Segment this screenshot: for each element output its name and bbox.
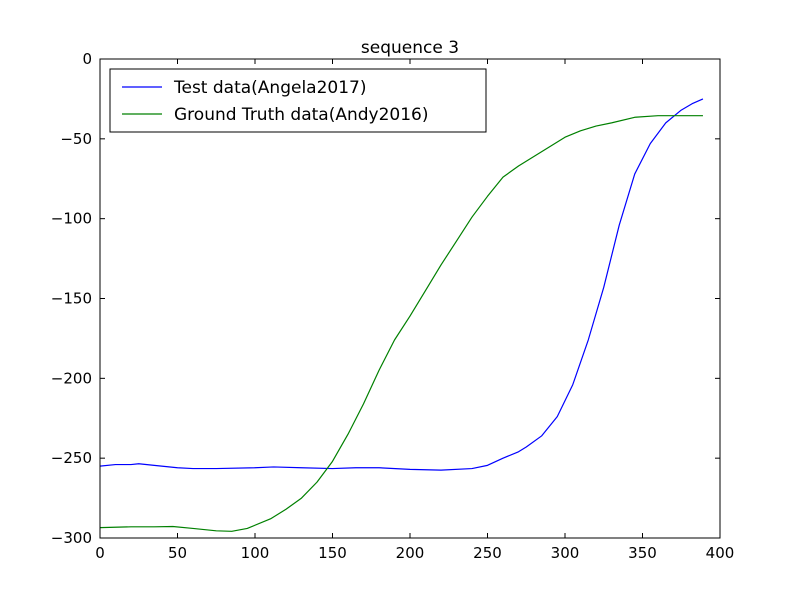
y-tick-label: −100	[51, 210, 92, 228]
y-tick-label: −300	[51, 529, 92, 547]
y-tick-label: 0	[82, 50, 92, 68]
x-tick-label: 300	[551, 544, 580, 562]
legend: Test data(Angela2017) Ground Truth data(A…	[109, 68, 487, 133]
chart-title: sequence 3	[361, 38, 459, 58]
y-tick-label: −200	[51, 369, 92, 387]
x-tick-label: 200	[396, 544, 425, 562]
legend-box	[109, 68, 487, 133]
x-tick-label: 50	[168, 544, 187, 562]
x-tick-label: 250	[473, 544, 502, 562]
plot-area	[100, 98, 704, 532]
x-tick-label: 400	[706, 544, 735, 562]
legend-label-1: Ground Truth data(Andy2016)	[174, 105, 429, 125]
x-tick-label: 150	[318, 544, 347, 562]
y-tick-label: −250	[51, 449, 92, 467]
y-tick-label: −50	[60, 130, 92, 148]
legend-label-0: Test data(Angela2017)	[173, 78, 367, 98]
y-tick-label: −150	[51, 290, 92, 308]
x-tick-label: 350	[628, 544, 657, 562]
axes: 0 50 100 150 200 250 300 350 400 0 −50 −100 −150 −200…	[51, 50, 735, 562]
x-tick-label: 0	[95, 544, 105, 562]
series-line-0	[100, 98, 704, 471]
x-tick-label: 100	[241, 544, 270, 562]
series-line-1	[100, 115, 703, 532]
